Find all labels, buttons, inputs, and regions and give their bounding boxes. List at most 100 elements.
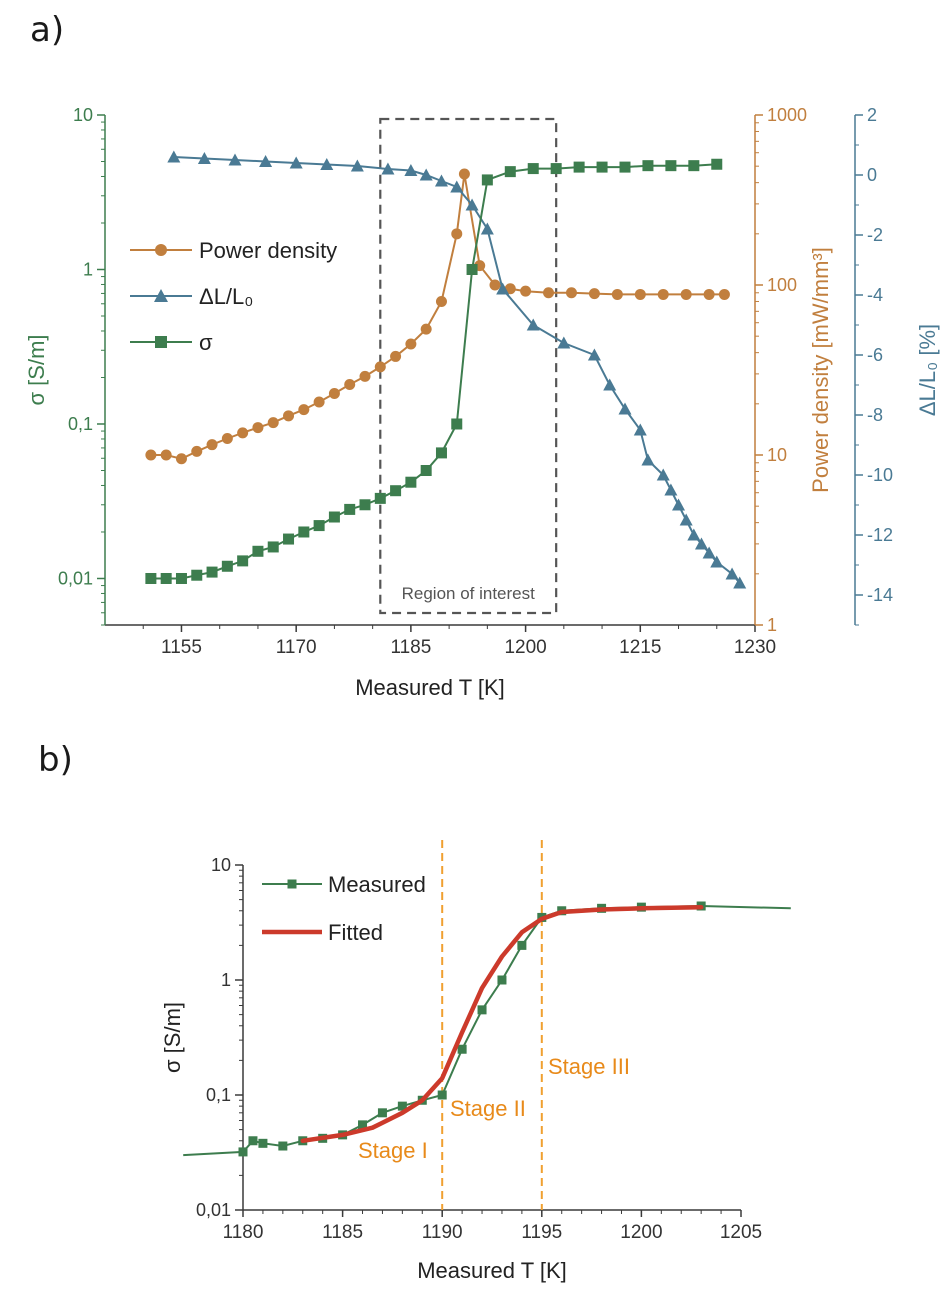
data-point-dl [679, 513, 693, 526]
x-tick-label-a: 1230 [734, 637, 776, 658]
y-tick-label-b: 10 [211, 855, 231, 875]
data-point-dl [167, 150, 181, 163]
data-point-power [390, 350, 402, 362]
data-point-power [451, 228, 463, 240]
data-point-power [405, 338, 417, 350]
data-point-measured [248, 1136, 258, 1146]
data-point-power [298, 404, 310, 416]
data-point-sigma [145, 572, 157, 584]
data-point-dl [702, 546, 716, 559]
data-point-power [221, 433, 233, 445]
legend-label-a: Power density [199, 238, 337, 263]
data-point-sigma [328, 511, 340, 523]
stage-label: Stage III [548, 1054, 630, 1079]
x-tick-label-a: 1215 [619, 637, 661, 658]
y-tick-label-b: 0,1 [206, 1085, 231, 1105]
data-point-sigma [359, 499, 371, 511]
data-point-sigma [283, 533, 295, 545]
x-tick-label-b: 1195 [521, 1222, 562, 1243]
left-tick-label-a: 10 [73, 105, 93, 125]
data-point-sigma [175, 572, 187, 584]
data-point-sigma [344, 503, 356, 515]
data-point-dl [228, 153, 242, 166]
data-point-power [283, 410, 295, 422]
data-point-sigma [390, 485, 402, 497]
data-point-power [160, 449, 172, 461]
x-tick-label-a: 1155 [161, 637, 202, 658]
data-point-measured [517, 940, 527, 950]
series-power [145, 168, 730, 465]
data-point-dl [434, 174, 448, 187]
x-tick-label-a: 1200 [504, 637, 546, 658]
data-point-power [680, 288, 692, 300]
panel-label-a: a) [30, 10, 65, 50]
legend-marker-a [154, 289, 168, 302]
legend-label-a: ΔL/L₀ [199, 284, 253, 309]
data-point-measured [258, 1138, 268, 1148]
data-point-power [458, 168, 470, 180]
data-point-power [145, 449, 157, 461]
left-axis-title-a: σ [S/m] [24, 334, 49, 405]
data-point-sigma [466, 263, 478, 275]
data-point-sigma [619, 161, 631, 173]
data-point-power [420, 323, 432, 335]
dl-tick-label: -14 [867, 585, 893, 605]
data-point-sigma [405, 476, 417, 488]
data-point-power [565, 287, 577, 299]
data-point-power [634, 288, 646, 300]
series-sigma [145, 158, 723, 584]
data-point-sigma [252, 545, 264, 557]
data-point-dl [320, 158, 334, 170]
legend-label-a: σ [199, 330, 213, 355]
legend-label-measured: Measured [328, 872, 426, 897]
data-point-power [504, 283, 516, 295]
data-point-power [237, 427, 249, 439]
power-axis-title: Power density [mW/mm³] [808, 247, 833, 493]
data-point-sigma [451, 418, 463, 430]
data-point-sigma [711, 158, 723, 170]
data-point-sigma [596, 161, 608, 173]
data-point-power [267, 417, 279, 429]
power-tick-label: 100 [767, 275, 797, 295]
series-fitted [300, 904, 704, 1144]
data-point-sigma [688, 160, 700, 172]
data-point-dl [450, 180, 464, 193]
data-point-dl [733, 576, 747, 589]
data-point-dl [687, 528, 701, 541]
data-point-power [489, 279, 501, 291]
data-point-power [252, 422, 264, 434]
data-point-measured [238, 1147, 248, 1157]
data-point-power [718, 288, 730, 300]
data-point-power [657, 288, 669, 300]
data-point-sigma [160, 572, 172, 584]
legend-marker-measured [287, 879, 297, 889]
region-of-interest-box [379, 117, 558, 615]
left-tick-label-a: 0,01 [58, 568, 93, 588]
data-point-dl [404, 164, 418, 176]
data-point-power [611, 288, 623, 300]
data-point-dl [480, 222, 494, 235]
left-tick-label-a: 0,1 [68, 414, 93, 434]
x-tick-label-a: 1170 [276, 637, 317, 658]
data-point-dl [587, 348, 601, 361]
data-point-measured [358, 1120, 368, 1130]
data-point-dl [496, 282, 510, 295]
data-point-power [435, 295, 447, 307]
left-tick-label-a: 1 [83, 259, 93, 279]
x-tick-label-a: 1185 [390, 637, 431, 658]
data-point-sigma [550, 163, 562, 175]
data-point-dl [419, 168, 433, 181]
data-point-measured [278, 1141, 288, 1151]
series-dl [167, 150, 747, 589]
y-tick-label-b: 0,01 [196, 1200, 231, 1220]
data-point-sigma [420, 465, 432, 477]
data-point-sigma [237, 555, 249, 567]
data-point-power [374, 361, 386, 373]
data-point-sigma [267, 541, 279, 553]
data-point-power [206, 439, 218, 451]
data-point-dl [618, 402, 632, 415]
x-tick-label-b: 1205 [720, 1222, 762, 1243]
dl-tick-label: -6 [867, 345, 883, 365]
